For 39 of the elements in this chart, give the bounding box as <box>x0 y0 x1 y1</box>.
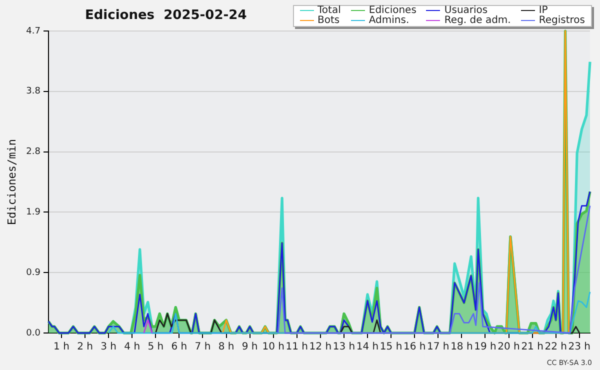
y-tick-label: 0.0 <box>26 328 41 338</box>
x-tick-label: 20 h <box>498 342 520 353</box>
x-tick-label: 12 h <box>309 342 332 353</box>
x-tick-label: 1 h <box>54 342 70 353</box>
y-tick-label: 2.8 <box>26 147 41 158</box>
x-tick-label: 17 h <box>427 342 450 353</box>
x-tick-label: 13 h <box>332 342 356 353</box>
y-tick-label: 0.9 <box>26 268 41 278</box>
x-tick-label: 9 h <box>242 342 258 353</box>
x-tick-label: 8 h <box>218 342 234 353</box>
legend-label: Registros <box>538 15 585 26</box>
legend-label: Admins. <box>368 15 410 26</box>
x-tick-label: 5 h <box>148 342 164 353</box>
x-tick-label: 11 h <box>286 342 308 353</box>
legend-label: Total <box>316 5 341 16</box>
x-tick-label: 18 h <box>450 342 473 353</box>
legend-label: Usuarios <box>443 5 488 16</box>
y-tick-label: 4.7 <box>26 26 41 36</box>
x-tick-label: 2 h <box>77 342 93 353</box>
y-axis-title: Ediciones/min <box>5 138 18 226</box>
chart-title: Ediciones 2025-02-24 <box>85 8 247 23</box>
legend-label: Bots <box>316 15 341 26</box>
x-tick-label: 16 h <box>403 342 426 353</box>
y-tick-label: 3.8 <box>26 86 41 97</box>
x-tick-label: 10 h <box>262 342 284 353</box>
x-tick-label: 4 h <box>124 342 140 353</box>
x-tick-label: 3 h <box>100 342 116 353</box>
x-tick-label: 22 h <box>544 342 567 353</box>
y-tick-label: 1.9 <box>26 208 41 218</box>
x-tick-label: 19 h <box>474 342 496 353</box>
x-tick-label: 7 h <box>194 342 211 353</box>
legend-label: Ediciones <box>368 5 416 16</box>
x-tick-label: 6 h <box>171 342 188 353</box>
legend-label: IP <box>538 5 548 16</box>
legend-label: Reg. de adm. <box>443 15 511 26</box>
x-tick-label: 23 h <box>568 342 591 353</box>
x-tick-label: 15 h <box>380 342 402 353</box>
x-tick-label: 14 h <box>356 342 379 353</box>
x-tick-label: 21 h <box>521 342 544 353</box>
